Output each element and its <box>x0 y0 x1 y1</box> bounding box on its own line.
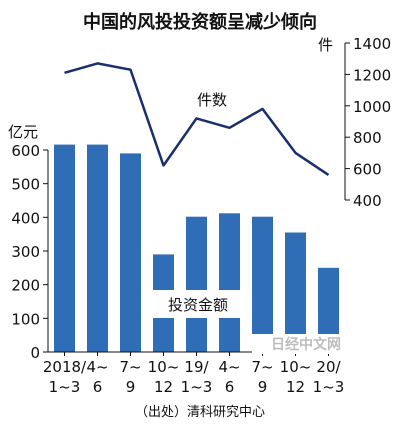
right-tick-label: 1000 <box>353 98 391 116</box>
bar-series <box>54 145 339 352</box>
left-tick-label: 300 <box>11 243 40 261</box>
bar-series-label: 投资金额 <box>168 296 228 314</box>
x-tick-label: 10~ <box>280 358 312 376</box>
x-tick-label: 19/ <box>184 358 209 376</box>
right-tick-label: 1400 <box>353 35 391 53</box>
x-tick-label: 6 <box>93 378 103 396</box>
left-tick-label: 400 <box>11 209 40 227</box>
x-tick-label: 7~ <box>119 358 141 376</box>
chart-title: 中国的风投投资额呈减少倾向 <box>83 11 317 33</box>
x-tick-label: 4~ <box>86 358 108 376</box>
right-tick-label: 400 <box>353 192 382 210</box>
watermark: 日经中文网 <box>271 336 341 353</box>
x-tick-label: 7~ <box>251 358 273 376</box>
x-axis-labels: 2018/1~3 4~ 6 7~ 9 10~ 12 19/1~3 4~ 6 7~ 9 10~ 12 20/1… <box>43 352 344 396</box>
x-tick-label: 9 <box>258 378 268 396</box>
x-tick-label: 20/ <box>316 358 341 376</box>
right-axis-ticks: 400 600 800 1000 1200 1400 <box>345 35 391 210</box>
source-note: （出处）清科研究中心 <box>135 405 265 420</box>
x-tick-label: 1~3 <box>313 378 345 396</box>
left-tick-label: 100 <box>11 310 40 328</box>
bar <box>252 217 273 352</box>
x-tick-label: 10~ <box>148 358 180 376</box>
bar <box>87 145 108 352</box>
right-axis-unit: 件 <box>318 36 333 54</box>
bar <box>219 213 240 352</box>
x-tick-label: 12 <box>154 378 173 396</box>
x-tick-label: 1~3 <box>181 378 213 396</box>
left-axis-unit: 亿元 <box>8 123 38 141</box>
x-tick-label: 6 <box>225 378 235 396</box>
bar <box>120 153 141 352</box>
left-tick-label: 200 <box>11 277 40 295</box>
right-tick-label: 600 <box>353 161 382 179</box>
left-tick-label: 0 <box>30 344 40 362</box>
left-tick-label: 500 <box>11 176 40 194</box>
left-axis-ticks: 0 100 200 300 400 500 600 <box>11 142 48 362</box>
right-tick-label: 800 <box>353 129 382 147</box>
x-tick-label: 2018/ <box>43 358 87 376</box>
x-tick-label: 9 <box>126 378 136 396</box>
x-tick-label: 1~3 <box>49 378 81 396</box>
x-tick-label: 12 <box>286 378 305 396</box>
right-tick-label: 1200 <box>353 66 391 84</box>
bar <box>186 217 207 352</box>
line-series-label: 件数 <box>197 91 227 109</box>
x-tick-label: 4~ <box>218 358 240 376</box>
bar <box>54 145 75 352</box>
left-tick-label: 600 <box>11 142 40 160</box>
